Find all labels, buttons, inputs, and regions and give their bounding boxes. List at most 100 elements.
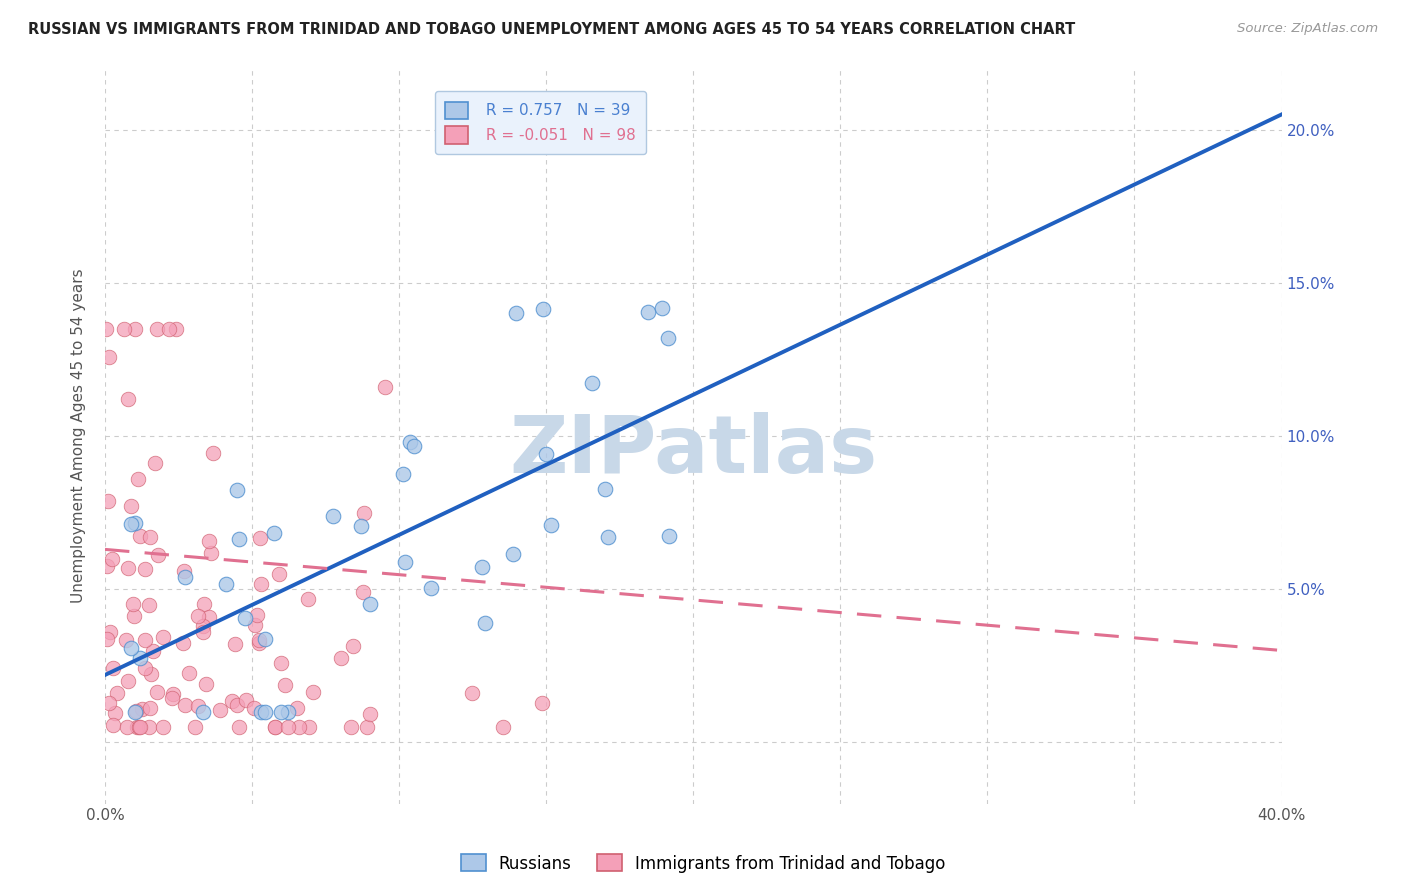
Point (658, 529, 681, 543)
Point (225, 483, 247, 497)
Point (146, 548, 169, 562)
Point (191, 705, 214, 719)
Point (191, 624, 214, 639)
Point (208, 703, 231, 717)
Y-axis label: Unemployment Among Ages 45 to 54 years: Unemployment Among Ages 45 to 54 years (72, 268, 86, 603)
Point (142, 644, 165, 658)
Point (224, 637, 246, 651)
Point (193, 597, 215, 611)
Point (138, 720, 160, 734)
Point (125, 704, 148, 718)
Point (162, 687, 184, 701)
Point (264, 720, 287, 734)
Point (115, 633, 138, 648)
Point (173, 564, 195, 578)
Point (249, 577, 271, 591)
Point (120, 499, 142, 513)
Point (122, 597, 145, 611)
Point (146, 684, 169, 698)
Point (250, 705, 273, 719)
Point (471, 559, 494, 574)
Point (637, 304, 659, 318)
Point (97, 494, 120, 508)
Point (593, 482, 616, 496)
Point (277, 720, 299, 734)
Point (96, 558, 118, 573)
Point (249, 531, 271, 545)
Point (339, 720, 361, 734)
Point (94, 322, 117, 336)
Point (125, 720, 148, 734)
Point (270, 656, 292, 670)
Text: ZIPatlas: ZIPatlas (509, 412, 877, 490)
Point (359, 706, 381, 721)
Point (530, 696, 553, 710)
Point (288, 720, 311, 734)
Point (533, 301, 555, 316)
Point (172, 636, 194, 650)
Point (117, 561, 139, 575)
Point (243, 701, 266, 715)
Point (157, 322, 180, 336)
Point (179, 666, 201, 681)
Text: RUSSIAN VS IMMIGRANTS FROM TRINIDAD AND TOBAGO UNEMPLOYMENT AMONG AGES 45 TO 54 : RUSSIAN VS IMMIGRANTS FROM TRINIDAD AND … (28, 22, 1076, 37)
Point (277, 705, 299, 719)
Point (128, 528, 150, 542)
Point (124, 516, 146, 530)
Point (101, 717, 124, 731)
Point (134, 562, 156, 576)
Point (146, 322, 169, 336)
Point (263, 525, 285, 540)
Point (374, 380, 396, 394)
Point (391, 467, 413, 481)
Point (101, 661, 124, 675)
Point (267, 567, 290, 582)
Point (100, 625, 122, 640)
Point (254, 705, 277, 719)
Point (128, 720, 150, 734)
Point (139, 701, 162, 715)
Point (100, 552, 122, 566)
Point (96, 632, 118, 647)
Point (264, 720, 287, 734)
Point (152, 631, 174, 645)
Point (352, 585, 374, 599)
Point (581, 376, 603, 390)
Point (131, 702, 153, 716)
Text: Source: ZipAtlas.com: Source: ZipAtlas.com (1237, 22, 1378, 36)
Point (301, 684, 323, 698)
Point (221, 694, 243, 708)
Point (160, 691, 183, 706)
Point (134, 633, 156, 648)
Point (398, 434, 420, 449)
Point (104, 706, 127, 720)
Point (270, 705, 292, 719)
Point (200, 546, 222, 560)
Point (129, 651, 152, 665)
Point (657, 331, 679, 345)
Point (152, 720, 174, 734)
Point (193, 619, 215, 633)
Point (359, 597, 381, 611)
Point (246, 608, 269, 623)
Point (505, 306, 527, 320)
Point (356, 720, 378, 734)
Point (202, 446, 225, 460)
Point (474, 616, 496, 631)
Point (322, 509, 344, 524)
Point (534, 447, 557, 461)
Point (138, 598, 160, 612)
Point (235, 692, 257, 706)
Point (105, 685, 128, 699)
Point (247, 636, 270, 650)
Point (228, 720, 250, 734)
Point (298, 720, 321, 734)
Point (174, 570, 197, 584)
Point (97, 696, 120, 710)
Point (115, 720, 138, 734)
Point (117, 392, 139, 407)
Point (138, 529, 160, 543)
Point (402, 439, 425, 453)
Point (165, 322, 187, 336)
Point (139, 666, 162, 681)
